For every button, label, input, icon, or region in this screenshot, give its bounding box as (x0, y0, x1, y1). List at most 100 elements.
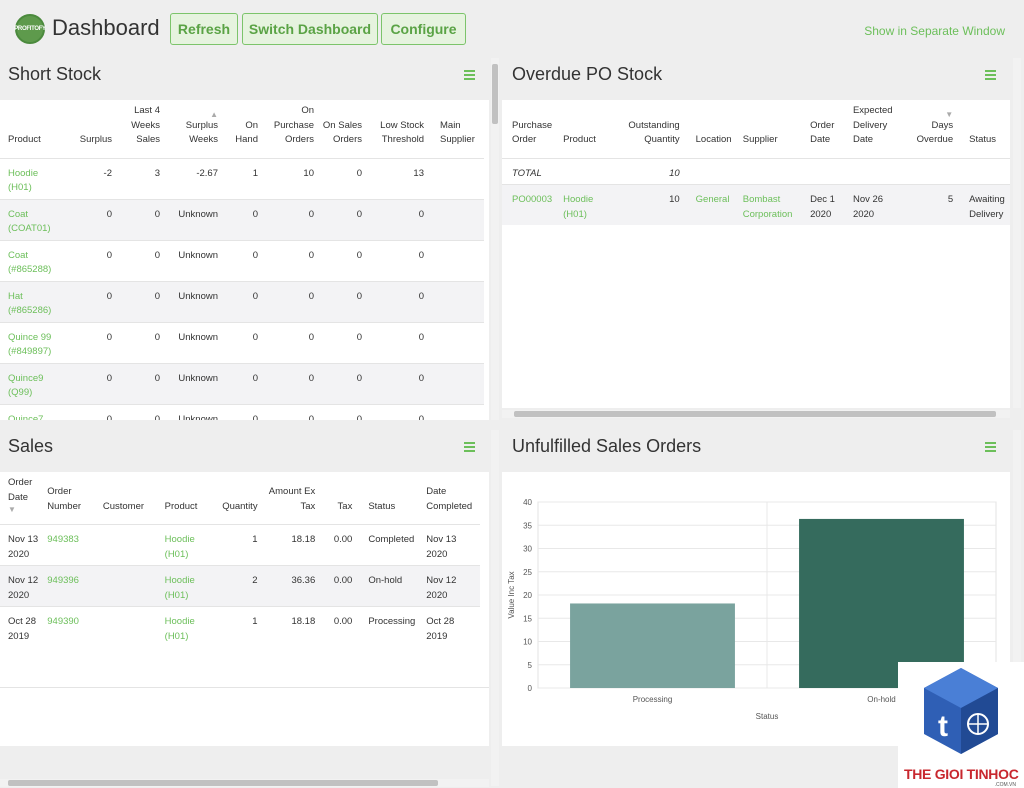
product-link[interactable]: Hoodie (H01) (160, 524, 215, 566)
col-header[interactable]: Product (563, 134, 596, 145)
sales-panel: Sales Order Date ▼ Order Number Customer… (0, 424, 489, 746)
cell: 1 (214, 606, 262, 647)
col-header[interactable]: Surplus (79, 134, 112, 145)
cell: Nov 26 2020 (848, 184, 907, 225)
location-link[interactable]: General (683, 184, 739, 225)
col-header[interactable]: ▼ Days Overdue (906, 100, 957, 158)
x-tick-label: On-hold (867, 695, 895, 704)
short-stock-panel: Short Stock Product Surplus Last 4 Weeks… (0, 52, 489, 420)
col-header[interactable]: Status (969, 134, 997, 145)
menu-icon[interactable] (985, 70, 996, 80)
product-link[interactable]: Hoodie (H01) (559, 184, 613, 225)
cell: 5 (906, 184, 958, 225)
col-header[interactable]: Purchase Order (512, 119, 553, 146)
po-link[interactable]: PO00003 (502, 184, 560, 225)
col-header[interactable]: Quantity (222, 500, 258, 512)
show-separate-window-link[interactable]: Show in Separate Window (864, 24, 1005, 38)
cell: 0 (68, 362, 116, 404)
col-label: Days Overdue (916, 119, 954, 146)
product-link[interactable]: Hoodie (H01) (160, 606, 215, 647)
col-header[interactable]: Amount Ex Tax (268, 486, 316, 512)
cell: 1 (222, 157, 262, 199)
panel-header: Sales (0, 424, 489, 472)
cell: Dec 1 2020 (806, 184, 849, 225)
product-link[interactable]: Coat (#865288) (0, 239, 68, 281)
col-header[interactable]: Supplier (742, 134, 778, 145)
cell: 0 (68, 321, 116, 363)
menu-icon[interactable] (985, 442, 996, 452)
supplier-link[interactable]: Bombast Corporation (738, 184, 807, 225)
product-link[interactable]: Hoodie (H01) (160, 565, 215, 607)
product-link[interactable]: Quince7 (AAA) (0, 403, 68, 420)
cell: -2.67 (164, 157, 222, 199)
product-link[interactable]: Coat (COAT01) (0, 198, 68, 240)
col-header[interactable]: Tax (337, 500, 353, 512)
col-header[interactable]: On Sales Orders (322, 119, 362, 146)
cell: 0 (318, 157, 366, 199)
vertical-scrollbar[interactable] (1013, 430, 1021, 786)
col-header[interactable]: On Purchase Orders (273, 105, 314, 145)
scroll-thumb[interactable] (492, 64, 498, 124)
col-header[interactable]: Order Date (810, 119, 835, 146)
col-header[interactable]: Expected Delivery Date (852, 105, 893, 145)
sort-up-icon: ▲ (210, 109, 218, 119)
col-header[interactable]: Date Completed (426, 486, 473, 512)
product-link[interactable]: Hat (#865286) (0, 280, 68, 322)
cell: 0 (116, 321, 164, 363)
scroll-thumb[interactable] (514, 411, 996, 417)
col-header[interactable]: Order Number (47, 486, 82, 512)
bar (570, 603, 735, 688)
cell (428, 157, 484, 199)
col-header[interactable]: Low Stock Threshold (380, 119, 424, 146)
cell: On-hold (356, 565, 423, 607)
cell: 0 (318, 403, 366, 420)
switch-dashboard-button[interactable]: Switch Dashboard (242, 13, 378, 45)
cell: -2 (68, 157, 116, 199)
cell: Nov 12 2020 (422, 565, 480, 607)
vertical-scrollbar[interactable] (1013, 58, 1021, 408)
cell: 0 (366, 239, 428, 281)
cell (98, 524, 161, 566)
cell: 3 (116, 157, 164, 199)
horizontal-scrollbar[interactable] (502, 410, 1010, 418)
col-header[interactable]: Order Date ▼ (0, 472, 43, 525)
cell: 0 (366, 362, 428, 404)
order-link[interactable]: 949383 (43, 524, 99, 566)
col-header[interactable]: Location (695, 134, 732, 145)
col-header[interactable]: Status (368, 500, 396, 512)
vertical-scrollbar[interactable] (491, 430, 499, 786)
col-header[interactable]: Product (164, 500, 198, 512)
horizontal-scrollbar[interactable] (0, 779, 489, 787)
cell: 0 (262, 403, 318, 420)
product-link[interactable]: Hoodie (H01) (0, 157, 68, 199)
col-header[interactable]: ▲ Surplus Weeks (164, 100, 222, 158)
bar (799, 518, 964, 688)
table-row: Oct 28 2019 949390 Hoodie (H01) 1 18.18 … (0, 606, 480, 647)
refresh-button[interactable]: Refresh (170, 13, 238, 45)
order-link[interactable]: 949396 (43, 565, 99, 607)
x-tick-label: Processing (633, 695, 673, 704)
col-header[interactable]: Product (8, 134, 41, 145)
product-link[interactable]: Quince9 (Q99) (0, 362, 68, 404)
product-link[interactable]: Quince 99 (#849897) (0, 321, 68, 363)
col-header[interactable]: Customer (102, 500, 145, 512)
cell: 18.18 (261, 606, 320, 647)
menu-icon[interactable] (464, 70, 475, 80)
cell: Nov 13 2020 (0, 524, 44, 566)
col-header[interactable]: Last 4 Weeks Sales (131, 105, 160, 145)
cell: 0 (222, 198, 262, 240)
order-link[interactable]: 949390 (43, 606, 99, 647)
col-header[interactable]: Outstanding Quantity (628, 119, 680, 146)
configure-button[interactable]: Configure (381, 13, 466, 45)
col-header[interactable]: Main Supplier (440, 119, 475, 146)
y-tick-label: 0 (528, 684, 533, 693)
panel-header: Short Stock (0, 52, 489, 100)
menu-icon[interactable] (464, 442, 475, 452)
cell: 0 (116, 280, 164, 322)
y-tick-label: 5 (528, 661, 533, 670)
col-header[interactable]: On Hand (235, 119, 258, 146)
scroll-thumb[interactable] (8, 780, 438, 786)
panel-title: Overdue PO Stock (512, 64, 663, 84)
vertical-scrollbar[interactable] (491, 58, 499, 420)
cube-logo-icon: t (924, 668, 998, 754)
